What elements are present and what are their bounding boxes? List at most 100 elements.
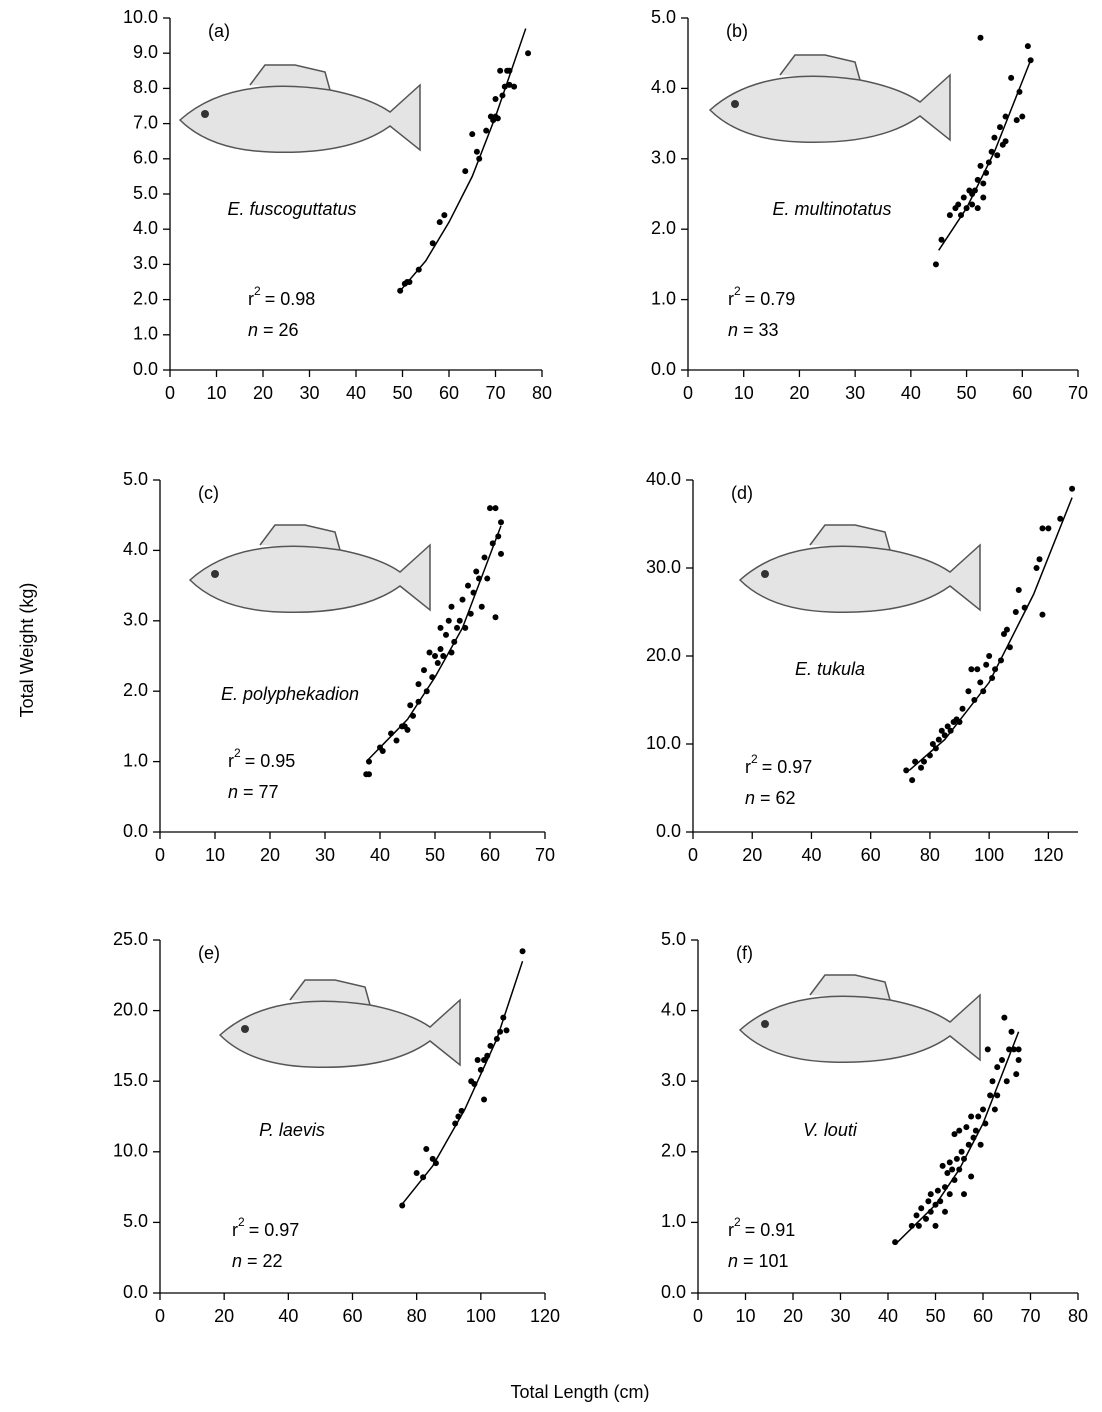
data-point [980,688,986,694]
n-symbol: n [228,782,238,802]
data-point [460,597,466,603]
x-tick-label: 30 [845,383,865,403]
data-point [982,1121,988,1127]
r-value: = 0.98 [265,289,316,309]
data-point [987,1092,993,1098]
x-tick-label: 10 [734,383,754,403]
r-exponent: 2 [734,1215,741,1229]
data-point [942,732,948,738]
data-point [928,1209,934,1215]
r-exponent: 2 [751,752,758,766]
data-point [998,657,1004,663]
data-point [478,1067,484,1073]
sample-size: n= 62 [745,788,796,808]
data-point [949,1166,955,1172]
sample-size: n= 77 [228,782,279,802]
data-point [498,519,504,525]
data-point [961,195,967,201]
sample-size: n= 33 [728,320,779,340]
y-tick-label: 6.0 [133,148,158,168]
x-tick-label: 20 [789,383,809,403]
data-point [493,96,499,102]
data-point [476,576,482,582]
data-point [1004,627,1010,633]
data-point [366,771,372,777]
data-point [1057,516,1063,522]
data-point [965,688,971,694]
n-symbol: n [728,320,738,340]
data-point [1016,587,1022,593]
y-tick-label: 25.0 [113,929,148,949]
n-value: = 77 [243,782,279,802]
data-point [498,551,504,557]
r-value: = 0.97 [762,757,813,777]
data-point [983,170,989,176]
data-point [443,632,449,638]
data-point [1001,1015,1007,1021]
y-tick-label: 4.0 [651,77,676,97]
data-point [490,540,496,546]
data-point [388,730,394,736]
data-point [937,1198,943,1204]
x-tick-label: 20 [783,1306,803,1326]
n-value: = 33 [743,320,779,340]
data-point [964,205,970,211]
data-point [939,237,945,243]
y-tick-label: 10.0 [113,1141,148,1161]
y-tick-label: 5.0 [123,469,148,489]
data-point [1039,612,1045,618]
data-point [933,261,939,267]
x-tick-label: 0 [165,383,175,403]
x-tick-label: 70 [1068,383,1088,403]
fish-illustration [740,525,980,612]
x-tick-label: 30 [315,845,335,865]
fish-eye [731,100,739,108]
data-point [994,152,1000,158]
species-name: E. fuscoguttatus [227,199,356,219]
data-point [452,1121,458,1127]
x-tick-label: 0 [688,845,698,865]
panel-label: (f) [736,943,753,963]
n-value: = 101 [743,1251,789,1271]
x-tick-label: 0 [155,1306,165,1326]
x-tick-label: 70 [535,845,555,865]
fish-illustration [190,525,430,612]
x-tick-label: 40 [346,383,366,403]
data-point [1016,1057,1022,1063]
y-tick-label: 0.0 [123,821,148,841]
n-value: = 26 [263,320,299,340]
r-squared: r2= 0.95 [228,746,295,771]
data-point [997,124,1003,130]
y-tick-label: 2.0 [651,218,676,238]
x-tick-label: 80 [532,383,552,403]
data-point [923,1216,929,1222]
fish-illustration [180,65,420,152]
data-point [1003,138,1009,144]
data-point [482,554,488,560]
data-point [947,1159,953,1165]
data-point [944,1170,950,1176]
data-point [971,1135,977,1141]
data-point [432,653,438,659]
data-point [925,1198,931,1204]
data-point [493,614,499,620]
data-point [495,533,501,539]
y-tick-label: 1.0 [651,288,676,308]
y-tick-label: 3.0 [651,148,676,168]
data-point [978,1142,984,1148]
data-point [416,699,422,705]
data-point [410,713,416,719]
fish-illustration [220,980,460,1067]
data-point [483,128,489,134]
y-tick-label: 9.0 [133,42,158,62]
y-tick-label: 1.0 [661,1211,686,1231]
data-point [1007,644,1013,650]
r-squared: r2= 0.79 [728,284,795,309]
y-tick-label: 1.0 [123,750,148,770]
x-tick-label: 10 [206,383,226,403]
fish-eye [241,1025,249,1033]
data-point [972,187,978,193]
data-point [520,948,526,954]
x-tick-label: 100 [974,845,1004,865]
y-tick-label: 5.0 [651,7,676,27]
